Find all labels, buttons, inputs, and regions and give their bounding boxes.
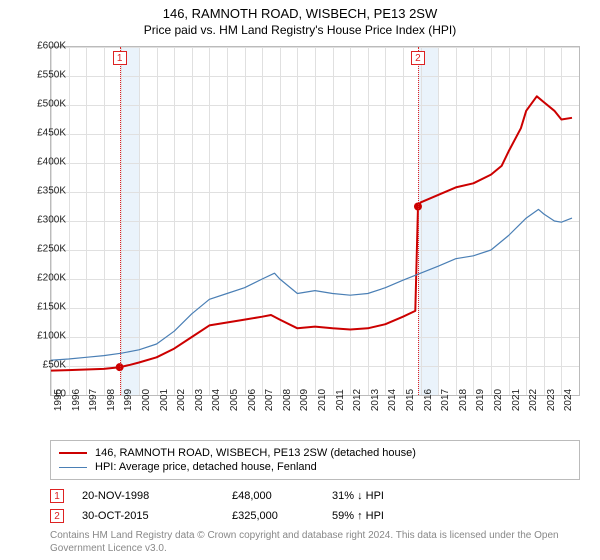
x-axis-label: 2015: [405, 389, 416, 411]
x-axis-label: 2016: [423, 389, 434, 411]
x-axis-label: 2008: [282, 389, 293, 411]
x-axis-label: 1998: [106, 389, 117, 411]
x-axis-label: 2005: [229, 389, 240, 411]
x-axis-label: 2011: [335, 389, 346, 411]
series-line-hpi: [51, 209, 572, 360]
transaction-hpi: 31% ↓ HPI: [332, 490, 452, 502]
series-line-property: [51, 96, 572, 370]
legend-box: 146, RAMNOTH ROAD, WISBECH, PE13 2SW (de…: [50, 440, 580, 480]
x-axis-label: 2006: [247, 389, 258, 411]
x-axis-label: 2018: [458, 389, 469, 411]
transactions-table: 1 20-NOV-1998 £48,000 31% ↓ HPI 2 30-OCT…: [50, 486, 580, 526]
chart-svg: [51, 47, 579, 395]
x-axis-label: 2014: [387, 389, 398, 411]
transaction-price: £325,000: [232, 510, 332, 522]
transaction-marker: 1: [50, 489, 64, 503]
y-axis-label: £100K: [37, 331, 66, 342]
sale-marker-line: [418, 47, 419, 395]
x-axis-label: 2019: [475, 389, 486, 411]
table-row: 1 20-NOV-1998 £48,000 31% ↓ HPI: [50, 486, 580, 506]
legend-swatch-property: [59, 452, 87, 454]
x-axis-label: 2002: [176, 389, 187, 411]
sale-marker-box: 2: [411, 51, 425, 65]
x-axis-label: 1996: [71, 389, 82, 411]
x-axis-label: 1995: [53, 389, 64, 411]
y-axis-label: £50K: [43, 360, 66, 371]
x-axis-label: 2012: [352, 389, 363, 411]
y-axis-label: £450K: [37, 128, 66, 139]
legend-item: 146, RAMNOTH ROAD, WISBECH, PE13 2SW (de…: [59, 446, 571, 460]
sale-marker-box: 1: [113, 51, 127, 65]
x-axis-label: 2007: [264, 389, 275, 411]
x-axis-label: 2020: [493, 389, 504, 411]
x-axis-label: 2021: [511, 389, 522, 411]
table-row: 2 30-OCT-2015 £325,000 59% ↑ HPI: [50, 506, 580, 526]
y-axis-label: £300K: [37, 215, 66, 226]
price-chart: 12: [50, 46, 580, 396]
x-axis-label: 2009: [299, 389, 310, 411]
legend-swatch-hpi: [59, 467, 87, 468]
transaction-price: £48,000: [232, 490, 332, 502]
transaction-marker: 2: [50, 509, 64, 523]
legend-label: 146, RAMNOTH ROAD, WISBECH, PE13 2SW (de…: [95, 447, 416, 459]
y-axis-label: £500K: [37, 99, 66, 110]
sale-marker-line: [120, 47, 121, 395]
legend-item: HPI: Average price, detached house, Fenl…: [59, 460, 571, 474]
x-axis-label: 2004: [211, 389, 222, 411]
page-subtitle: Price paid vs. HM Land Registry's House …: [0, 21, 600, 41]
x-axis-label: 2001: [159, 389, 170, 411]
y-axis-label: £400K: [37, 157, 66, 168]
x-axis-label: 2003: [194, 389, 205, 411]
x-axis-label: 2022: [528, 389, 539, 411]
x-axis-label: 2010: [317, 389, 328, 411]
x-axis-label: 1999: [123, 389, 134, 411]
x-axis-label: 2000: [141, 389, 152, 411]
y-axis-label: £350K: [37, 186, 66, 197]
y-axis-label: £600K: [37, 41, 66, 52]
x-axis-label: 2013: [370, 389, 381, 411]
x-axis-label: 2017: [440, 389, 451, 411]
transaction-date: 20-NOV-1998: [82, 490, 232, 502]
x-axis-label: 2024: [563, 389, 574, 411]
attribution-text: Contains HM Land Registry data © Crown c…: [50, 530, 580, 555]
transaction-date: 30-OCT-2015: [82, 510, 232, 522]
transaction-hpi: 59% ↑ HPI: [332, 510, 452, 522]
x-axis-label: 1997: [88, 389, 99, 411]
legend-label: HPI: Average price, detached house, Fenl…: [95, 461, 317, 473]
y-axis-label: £250K: [37, 244, 66, 255]
page-title: 146, RAMNOTH ROAD, WISBECH, PE13 2SW: [0, 0, 600, 21]
y-axis-label: £550K: [37, 70, 66, 81]
y-axis-label: £200K: [37, 273, 66, 284]
y-axis-label: £150K: [37, 302, 66, 313]
x-axis-label: 2023: [546, 389, 557, 411]
